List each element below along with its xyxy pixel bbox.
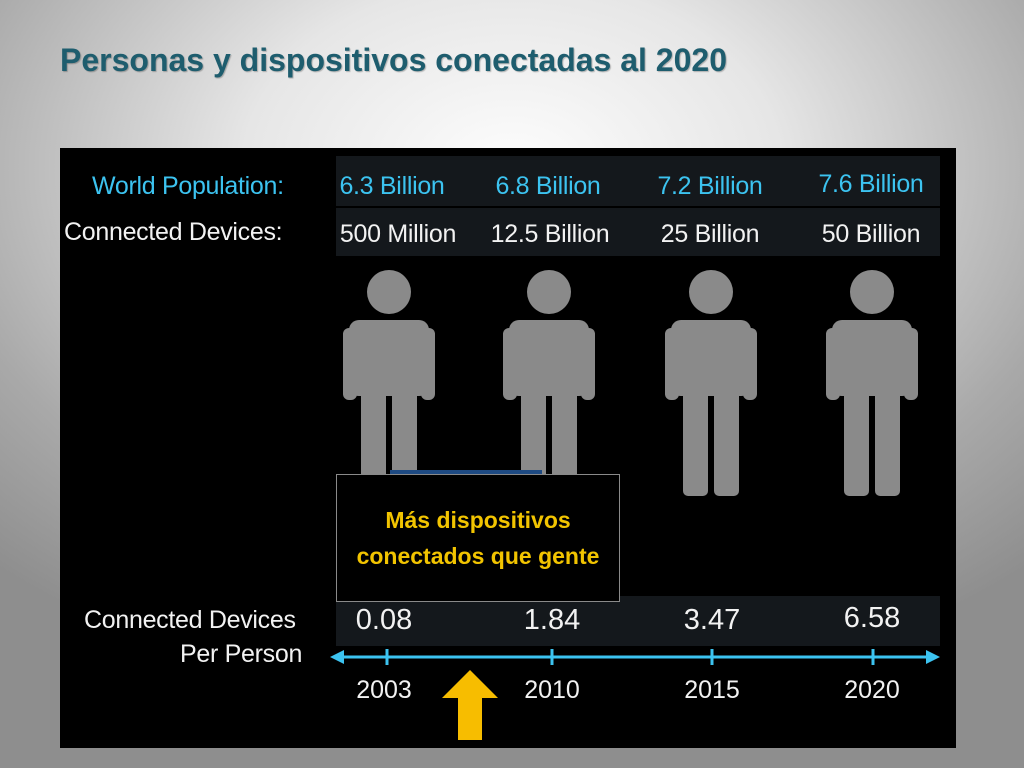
person-icon <box>343 270 435 496</box>
callout-text: Más dispositivos conectados que gente <box>356 507 600 569</box>
callout-tab <box>390 470 542 476</box>
person-icon <box>826 270 918 496</box>
population-2015: 7.2 Billion <box>657 172 763 200</box>
year-2015: 2015 <box>684 676 740 704</box>
slide-title: Personas y dispositivos conectadas al 20… <box>60 42 727 78</box>
arrow-up-icon <box>442 670 498 740</box>
per-person-2020: 6.58 <box>843 602 901 634</box>
per-person-label-line1: Connected Devices <box>84 606 296 634</box>
per-person-2010: 1.84 <box>523 604 581 636</box>
population-label: World Population: <box>92 172 284 200</box>
devices-label: Connected Devices: <box>64 218 283 246</box>
devices-band <box>336 208 940 256</box>
per-person-band <box>336 596 940 646</box>
population-2020: 7.6 Billion <box>818 170 924 198</box>
population-2003: 6.3 Billion <box>339 172 445 200</box>
person-icon <box>503 270 595 496</box>
year-2003: 2003 <box>356 676 412 704</box>
devices-2010: 12.5 Billion <box>490 220 610 248</box>
devices-2020: 50 Billion <box>821 220 921 248</box>
population-band <box>336 156 940 206</box>
per-person-label-line2: Per Person <box>180 640 303 668</box>
infographic-panel: World Population: Connected Devices: 6.3… <box>60 148 956 748</box>
person-icon <box>665 270 757 496</box>
year-2020: 2020 <box>844 676 900 704</box>
year-2010: 2010 <box>524 676 580 704</box>
devices-2003: 500 Million <box>339 220 457 248</box>
per-person-2015: 3.47 <box>683 604 741 636</box>
per-person-2003: 0.08 <box>355 604 413 636</box>
callout-box: Más dispositivos conectados que gente <box>336 474 620 602</box>
population-2010: 6.8 Billion <box>495 172 601 200</box>
timeline-axis <box>330 649 940 665</box>
devices-2015: 25 Billion <box>660 220 760 248</box>
